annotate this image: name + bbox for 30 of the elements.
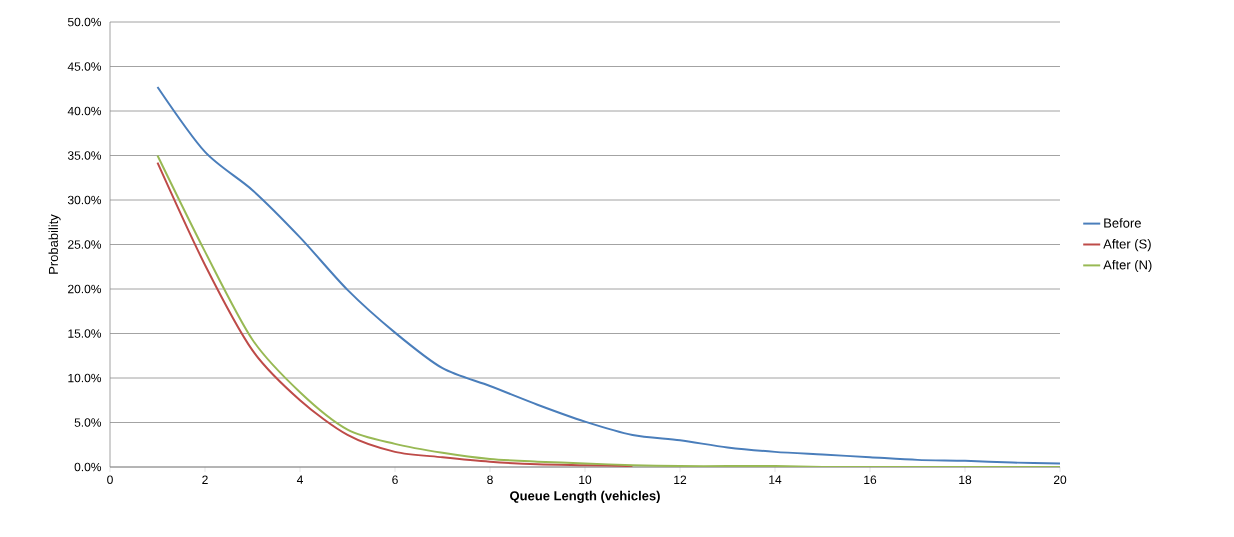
y-tick-label: 40.0% [67, 106, 102, 116]
x-tick-label: 0 [107, 475, 113, 485]
y-tick-label: 50.0% [67, 17, 102, 27]
legend-label: After (N) [1103, 259, 1152, 273]
line-series [156, 154, 1061, 467]
y-tick-label: 35.0% [67, 151, 102, 160]
x-tick-label: 20 [1053, 475, 1067, 485]
y-tick-label: 0.0% [74, 462, 102, 472]
y-tick-label: 10.0% [68, 373, 102, 383]
y-tick-label: 5.0% [74, 418, 102, 427]
x-tick-label: 18 [959, 475, 972, 485]
y-tick-label: 45.0% [67, 62, 102, 71]
x-tick-label: 8 [487, 475, 493, 485]
x-tick-label: 14 [769, 475, 782, 484]
legend-label: After (S) [1103, 239, 1151, 252]
x-tick-label: 6 [392, 475, 398, 485]
x-tick-label: 2 [202, 475, 208, 484]
line-series [156, 161, 634, 467]
x-axis-title: Queue Length (vehicles) [510, 490, 660, 504]
x-tick-label: 10 [579, 475, 592, 485]
y-tick-label: 25.0% [68, 240, 102, 249]
legend-label: Before [1104, 218, 1141, 228]
line-series [156, 85, 1061, 465]
x-tick-label: 12 [674, 475, 687, 484]
y-axis-title: Probability [48, 214, 61, 274]
y-tick-label: 20.0% [68, 284, 102, 294]
y-tick-label: 30.0% [67, 195, 102, 205]
x-tick-label: 16 [864, 475, 877, 485]
x-tick-label: 4 [296, 475, 303, 484]
y-tick-label: 15.0% [68, 329, 102, 338]
